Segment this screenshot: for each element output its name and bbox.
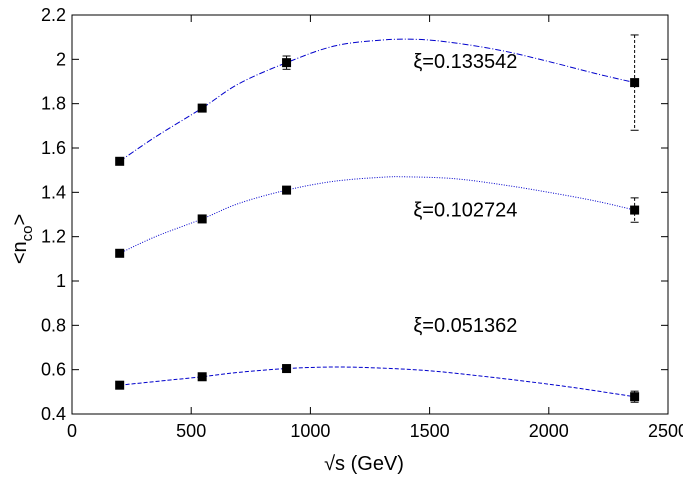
plot-frame <box>71 14 669 415</box>
y-tick-label: 1.6 <box>41 138 66 158</box>
data-points <box>115 34 640 403</box>
data-point <box>282 58 292 68</box>
y-axis-title-end: > <box>9 214 31 226</box>
y-tick-label: 1.2 <box>41 227 66 247</box>
y-axis-title: <nco> <box>9 214 36 264</box>
y-axis-title-subscript: co <box>19 226 36 242</box>
data-point <box>630 392 640 402</box>
y-tick-label: 1.4 <box>41 182 66 202</box>
fit-curve-series-3 <box>119 366 635 398</box>
y-tick-label: 0.8 <box>41 315 66 335</box>
x-axis-title: √s (GeV) <box>324 453 404 475</box>
annotation-layer: ξ=0.133542 ξ=0.102724 ξ=0.051362 <box>413 51 517 337</box>
curve-label: ξ=0.102724 <box>413 200 517 222</box>
data-point <box>115 156 125 166</box>
fit-curves <box>119 38 635 398</box>
y-tick-label: 0.4 <box>41 404 66 424</box>
data-point <box>197 214 207 224</box>
y-tick-label: 1.8 <box>41 94 66 114</box>
data-point <box>282 185 292 195</box>
data-point <box>630 205 640 215</box>
y-tick-label: 0.6 <box>41 360 66 380</box>
data-point <box>630 78 640 88</box>
y-tick-label: 1 <box>56 271 66 291</box>
y-tick-label: 2 <box>56 49 66 69</box>
curve-label: ξ=0.133542 <box>413 51 517 73</box>
data-point <box>197 372 207 382</box>
data-point <box>115 380 125 390</box>
y-tick-label: 2.2 <box>41 5 66 25</box>
fit-curve-series-1 <box>119 38 635 162</box>
y-axis-title-main: <n <box>9 241 31 264</box>
x-tick-label: 1000 <box>290 421 330 441</box>
x-tick-label: 2000 <box>529 421 569 441</box>
x-tick-label: 1500 <box>410 421 450 441</box>
x-tick-label: 0 <box>67 421 77 441</box>
data-point <box>282 364 292 374</box>
x-tick-label: 500 <box>176 421 206 441</box>
data-point <box>115 248 125 258</box>
fit-curve-series-2 <box>119 176 635 254</box>
curve-label: ξ=0.051362 <box>413 315 517 337</box>
data-point <box>197 103 207 113</box>
